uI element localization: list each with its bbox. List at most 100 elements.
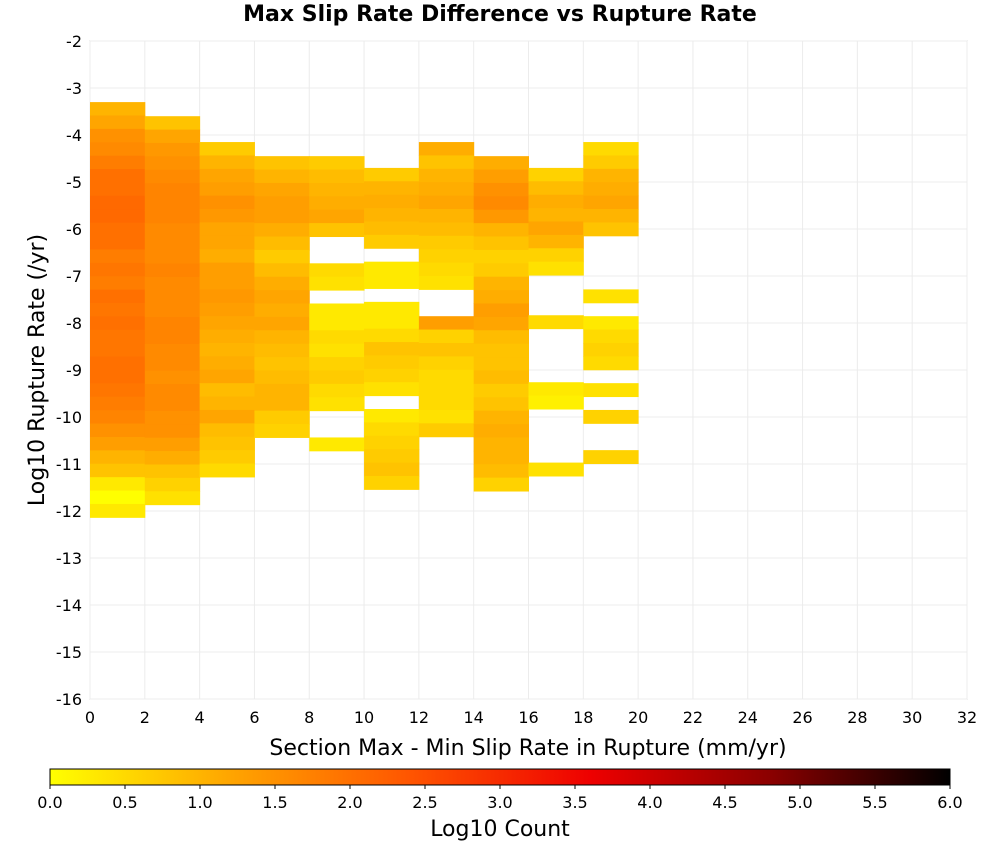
y-tick-label: -16 [56, 690, 82, 709]
heatmap-cell [309, 437, 365, 452]
heatmap-cell [90, 249, 146, 264]
heatmap-cell [528, 221, 584, 236]
heatmap-cell [528, 248, 584, 263]
heatmap-cell [254, 263, 310, 278]
heatmap-cell [90, 410, 146, 425]
heatmap-cell [144, 370, 201, 385]
heatmap-cell [583, 155, 639, 170]
heatmap-cell [418, 423, 475, 438]
heatmap-cell [473, 249, 529, 264]
heatmap-cell [254, 223, 310, 238]
heatmap-cell [90, 370, 146, 384]
heatmap-cell [583, 409, 639, 424]
heatmap-cell [90, 102, 146, 116]
heatmap-cell [254, 249, 310, 264]
heatmap-cell [90, 383, 146, 398]
heatmap-cell [473, 182, 529, 197]
y-tick-label: -5 [66, 173, 82, 192]
colorbar-tick-label: 4.5 [712, 793, 737, 812]
heatmap-cell [309, 223, 365, 238]
heatmap-cell [583, 316, 639, 331]
heatmap-cell [90, 115, 146, 130]
heatmap-cell [144, 263, 201, 278]
heatmap-cell [473, 196, 529, 211]
heatmap-cell [144, 410, 201, 425]
heatmap-cell [254, 303, 310, 318]
heatmap-cell [528, 208, 584, 222]
heatmap-cell [199, 142, 255, 156]
heatmap-cell [309, 196, 365, 211]
heatmap-cell [473, 424, 529, 438]
y-tick-label: -7 [66, 267, 82, 286]
colorbar-tick-label: 0.0 [37, 793, 62, 812]
heatmap-cell [309, 397, 365, 412]
heatmap-cell [144, 169, 201, 184]
y-axis-ticks: -2 -3 -4 -5 -6 -7 -8 -9 -10 -11 -12 -13 -14 -15 -16 [56, 32, 82, 709]
heatmap-cell [90, 503, 146, 518]
colorbar-tick-label: 2.5 [412, 793, 437, 812]
heatmap-cell [90, 262, 146, 277]
heatmap-cell [418, 329, 475, 344]
heatmap-cell [418, 235, 475, 250]
heatmap-cell [144, 183, 201, 198]
heatmap-cell [473, 316, 529, 331]
heatmap-cell [364, 261, 420, 276]
heatmap-cell [583, 356, 639, 371]
x-tick-label: 28 [847, 708, 867, 727]
heatmap-cell [473, 477, 529, 492]
x-axis-ticks: 0 2 4 6 8 10 12 14 16 18 20 22 24 26 28 30 32 [85, 708, 977, 727]
heatmap-cell [418, 249, 475, 264]
heatmap-cell [364, 449, 420, 464]
colorbar-tick-label: 2.0 [337, 793, 362, 812]
heatmap-cells [90, 102, 639, 518]
heatmap-cell [199, 289, 255, 304]
x-tick-label: 18 [573, 708, 593, 727]
heatmap-cell [199, 369, 255, 384]
y-tick-label: -3 [66, 79, 82, 98]
heatmap-cell [364, 167, 420, 182]
heatmap-cell [90, 450, 146, 465]
heatmap-cell [254, 196, 310, 211]
heatmap-cell [473, 450, 529, 465]
heatmap-cell [473, 343, 529, 358]
heatmap-cell [418, 222, 475, 237]
x-tick-label: 8 [304, 708, 314, 727]
heatmap-cell [144, 397, 201, 412]
heatmap-cell [528, 462, 584, 477]
heatmap-cell [364, 301, 420, 316]
x-tick-label: 10 [354, 708, 374, 727]
heatmap-cell [473, 330, 529, 345]
heatmap-cell [583, 209, 639, 223]
heatmap-cell [90, 155, 146, 170]
heatmap-cell [144, 209, 201, 224]
heatmap-cell [199, 329, 255, 344]
colorbar-tick-label: 3.0 [487, 793, 512, 812]
heatmap-cell [583, 450, 639, 465]
colorbar-tick-label: 4.0 [637, 793, 662, 812]
x-tick-label: 24 [738, 708, 758, 727]
heatmap-cell [528, 261, 584, 276]
heatmap-cell [90, 276, 146, 291]
heatmap-cell [199, 235, 255, 250]
colorbar-tick-label: 1.0 [187, 793, 212, 812]
heatmap-cell [199, 436, 255, 451]
heatmap-cell [528, 181, 584, 196]
heatmap-cell [144, 477, 201, 492]
heatmap-cell [473, 370, 529, 385]
heatmap-cell [90, 303, 146, 317]
heatmap-cell [144, 129, 201, 144]
heatmap-cell [309, 156, 365, 171]
heatmap-cell [418, 342, 475, 357]
heatmap-cell [144, 303, 201, 318]
heatmap-cell [364, 328, 420, 343]
heatmap-cell [144, 236, 201, 251]
heatmap-cell [418, 168, 475, 183]
heatmap-cell [473, 276, 529, 291]
heatmap-cell [418, 209, 475, 223]
heatmap-cell [473, 169, 529, 184]
heatmap-cell [364, 475, 420, 490]
heatmap-cell [364, 342, 420, 356]
heatmap-cell [144, 317, 201, 332]
colorbar-tick-label: 6.0 [937, 793, 962, 812]
